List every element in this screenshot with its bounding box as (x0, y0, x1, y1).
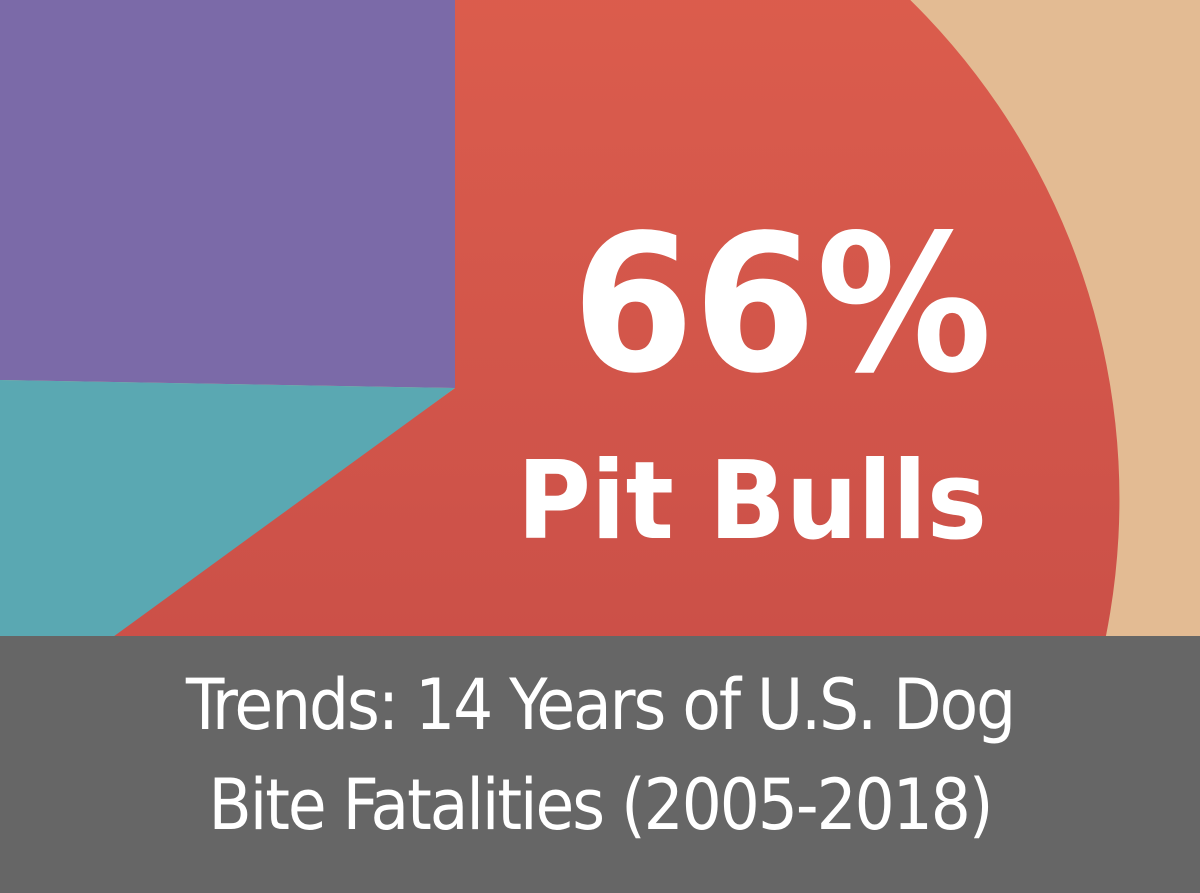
caption-line-1: Trends: 14 Years of U.S. Dog (185, 663, 1016, 746)
caption-bar: Trends: 14 Years of U.S. Dog Bite Fatali… (0, 636, 1200, 893)
teal-slice (0, 380, 455, 650)
pit-bulls-percent-label: 66% (572, 194, 992, 415)
pit-bulls-name-label: Pit Bulls (517, 439, 987, 564)
purple-slice (0, 0, 455, 388)
caption-line-2: Bite Fatalities (2005-2018) (208, 763, 994, 846)
pit-bulls-slice (90, 0, 1120, 650)
